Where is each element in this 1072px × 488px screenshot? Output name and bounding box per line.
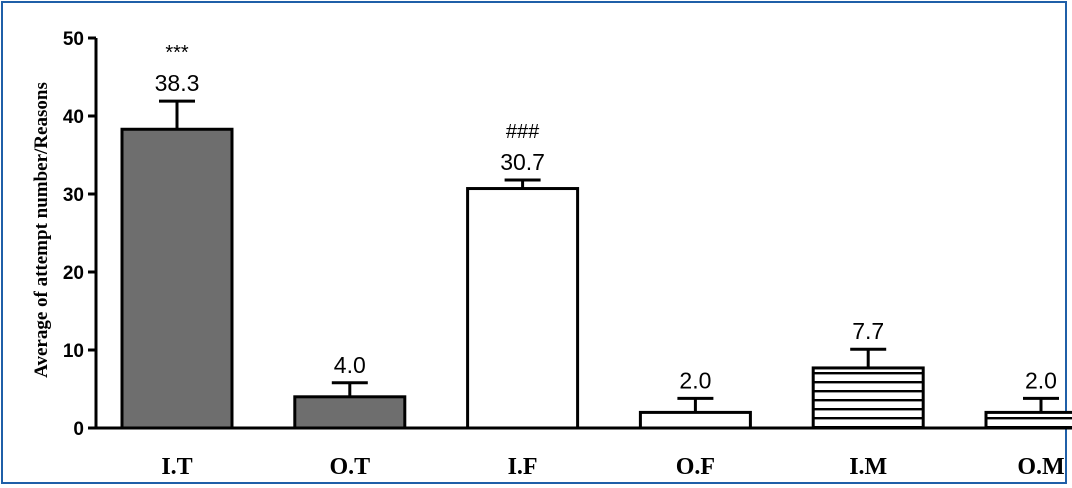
y-tick-label: 30: [63, 185, 84, 206]
significance-label: ***: [165, 42, 189, 64]
y-tick-label: 50: [63, 29, 84, 50]
x-category-label: O.F: [676, 454, 715, 480]
value-label: 2.0: [1025, 367, 1057, 393]
bar-i-f: [466, 187, 580, 430]
value-label: 30.7: [500, 149, 545, 175]
y-tick-label: 0: [73, 419, 84, 440]
x-category-label: I.M: [849, 454, 887, 480]
y-tick-label: 40: [63, 107, 84, 128]
value-label: 4.0: [334, 352, 366, 378]
y-tick-label: 20: [63, 263, 84, 284]
value-label: 7.7: [852, 318, 884, 344]
value-label: 38.3: [155, 70, 200, 96]
x-category-label: I.F: [508, 454, 538, 480]
value-label: 2.0: [679, 367, 711, 393]
bar-o-f: [638, 410, 752, 430]
y-axis-title: Average of attempt number/Reasons: [31, 82, 52, 378]
x-category-label: O.T: [329, 454, 370, 480]
y-tick-label: 10: [63, 341, 84, 362]
bar-i-m: [811, 366, 925, 430]
significance-label: ###: [506, 121, 540, 143]
bar-o-m: [984, 410, 1072, 430]
x-category-label: I.T: [161, 454, 192, 480]
bar-i-t: [120, 127, 234, 430]
bar-o-t: [293, 395, 407, 430]
x-category-label: O.M: [1017, 454, 1064, 480]
